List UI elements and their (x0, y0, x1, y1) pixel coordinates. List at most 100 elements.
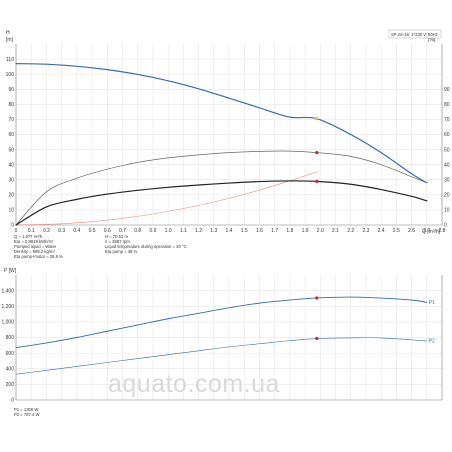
top-right-unit-pct: [%] (428, 37, 436, 43)
top-y2-tick-label: 0 (444, 223, 447, 229)
top-chart-axes (15, 44, 443, 226)
bottom-chart-series: P1 P2 (15, 296, 435, 375)
duty-point-marker-eta_pump (315, 151, 319, 155)
top-x-tick-label: 0.5 (89, 228, 96, 234)
top-chart-tick-labels: 0 0.1 0.2 0.3 0.4 0.5 0.6 0.7 0.8 0.9 1.0 1.1 1.2 1.3… (6, 57, 450, 234)
info-p2: P2 = 787.4 W (14, 412, 40, 417)
info-n: n = 2887 rpm (105, 239, 130, 244)
watermark: aquato.com.ua (108, 370, 280, 398)
top-y-tick-label: 80 (8, 102, 14, 108)
top-y2-tick-label: 90 (444, 87, 450, 93)
bottom-y-tick-label: 1,400 (1, 288, 14, 294)
top-y-tick-label: 90 (8, 87, 14, 93)
top-y-tick-label: 100 (6, 72, 15, 78)
duty-point-marker-p1 (315, 296, 319, 300)
top-x-tick-label: 1.5 (241, 228, 248, 234)
model-label: SP 2A-18, 1*230 V, 50Hz (391, 32, 438, 37)
top-x-tick-label: 1.3 (210, 228, 217, 234)
top-x-tick-label: 0.7 (119, 228, 126, 234)
top-x-tick-label: 2.2 (347, 228, 354, 234)
top-x-tick-label: 0.8 (134, 228, 141, 234)
bottom-chart-axes (15, 275, 443, 401)
top-x-tick-label: 0.9 (149, 228, 156, 234)
head-efficiency-chart: 0 0.1 0.2 0.3 0.4 0.5 0.6 0.7 0.8 0.9 1.0 1.1 1.2 1.3… (6, 44, 450, 235)
top-x-tick-label: 2.1 (332, 228, 339, 234)
bottom-y-axis-label: P [W] (4, 268, 17, 274)
info-liquid: Pumped liquid = Water (14, 244, 57, 249)
top-y2-tick-label: 70 (444, 117, 450, 123)
power-info: P1 = 1306 W P2 = 787.4 W (14, 407, 40, 417)
top-x-tick-label: 2.0 (317, 228, 324, 234)
series-eta_pump-curve (15, 150, 428, 226)
model-label-box: SP 2A-18, 1*230 V, 50Hz (388, 29, 442, 39)
top-x-tick-label: 2.8 (439, 228, 446, 234)
top-y2-tick-label: 20 (444, 193, 450, 199)
top-x-tick-label: 1.2 (195, 228, 202, 234)
top-y2-tick-label: 40 (444, 162, 450, 168)
bottom-y-tick-label: 1,200 (1, 304, 14, 310)
top-y-tick-label: 40 (8, 162, 14, 168)
top-y-tick-label: 20 (8, 193, 14, 199)
top-x-tick-label: 0.2 (43, 228, 50, 234)
top-x-axis-label: Q [m³/h] (422, 229, 441, 235)
info-q: Q = 1.977 m³/h (14, 234, 43, 239)
bottom-y-tick-label: 0 (11, 398, 14, 404)
info-h: H = 70.53 m (105, 234, 128, 239)
top-x-tick-label: 1.9 (302, 228, 309, 234)
bottom-y-tick-label: 1,000 (1, 320, 14, 326)
top-left-unit-h: H (6, 30, 10, 36)
top-x-tick-label: 2.4 (378, 228, 385, 234)
series-p1-curve (15, 296, 428, 349)
top-x-tick-label: 1.1 (180, 228, 187, 234)
top-x-tick-label: 2.7 (423, 228, 430, 234)
bottom-y-tick-label: 800 (6, 335, 15, 341)
bottom-y-tick-label: 200 (6, 382, 15, 388)
top-x-tick-label: 2.3 (362, 228, 369, 234)
bottom-chart-tick-labels: 0 200 400 600 800 1,000 1,200 1,400 (1, 288, 14, 403)
top-x-tick-label: 1.0 (165, 228, 172, 234)
series-p1-label: P1 (429, 300, 435, 306)
series-system-curve (15, 171, 318, 226)
top-chart-grid (15, 44, 443, 226)
top-y-tick-label: 30 (8, 177, 14, 183)
top-x-tick-label: 0.3 (58, 228, 65, 234)
info-eta-pump-motor: Eta pump+motor = 28.9 % (14, 254, 63, 259)
top-x-tick-label: 0 (15, 228, 18, 234)
bottom-chart-grid (15, 275, 443, 401)
top-y-tick-label: 10 (8, 208, 14, 214)
bottom-y-tick-label: 400 (6, 366, 15, 372)
info-eta-pump: Eta pump = 48 % (105, 249, 138, 254)
top-chart-series (15, 63, 428, 226)
series-head-curve (15, 63, 428, 184)
top-y-tick-label: 50 (8, 147, 14, 153)
duty-point-marker-head (315, 117, 319, 121)
top-y-tick-label: 0 (11, 223, 14, 229)
top-left-unit-m: [m] (6, 37, 14, 43)
top-x-tick-label: 0.6 (104, 228, 111, 234)
top-x-tick-label: 0.4 (73, 228, 80, 234)
top-y2-tick-label: 60 (444, 132, 450, 138)
power-chart: P [W] P1 P2 0 200 400 600 800 1,000 1,200 1,400 (1, 268, 443, 404)
bottom-y-tick-label: 600 (6, 351, 15, 357)
top-y-tick-label: 70 (8, 117, 14, 123)
top-y-tick-label: 110 (6, 57, 14, 63)
top-x-tick-label: 1.6 (256, 228, 263, 234)
top-y2-tick-label: 80 (444, 102, 450, 108)
top-x-tick-label: 2.5 (393, 228, 400, 234)
duty-point-marker-eta_total (315, 179, 319, 184)
series-p2-label: P2 (429, 339, 435, 345)
top-x-tick-label: 1.7 (271, 228, 278, 234)
top-y-tick-label: 60 (8, 132, 14, 138)
top-y2-tick-label: 10 (444, 208, 450, 214)
duty-point-marker-p2 (315, 336, 319, 341)
top-y2-tick-label: 50 (444, 147, 450, 153)
series-p2-curve (15, 337, 428, 375)
top-x-tick-label: 0.1 (28, 228, 35, 234)
top-x-tick-label: 1.8 (286, 228, 293, 234)
top-x-tick-label: 1.4 (226, 228, 233, 234)
info-p1: P1 = 1306 W (14, 407, 38, 412)
info-density: Density = 998.2 kg/m³ (14, 249, 55, 254)
top-y2-tick-label: 30 (444, 177, 450, 183)
top-x-tick-label: 2.6 (408, 228, 415, 234)
